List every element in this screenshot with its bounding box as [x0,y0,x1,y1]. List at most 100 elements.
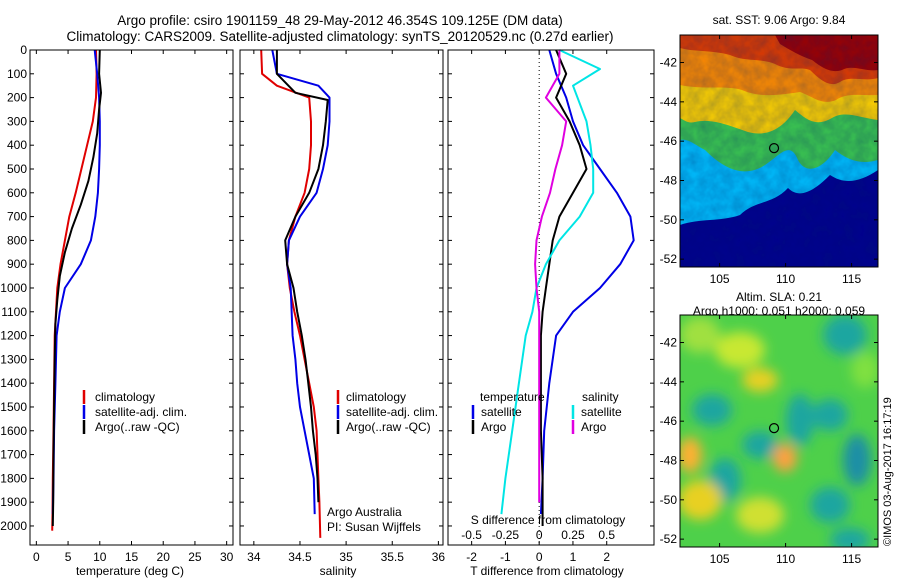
sla-map-ticks: 105 110 115 -42 -44 -46 -48 -50 -52 [660,315,878,566]
y-tick-label: 300 [7,114,27,128]
temperature-legend: climatology satellite-adj. clim. Argo(..… [82,390,187,434]
x-tick-label-salinity: 0 [536,528,543,542]
difference-panel: -2 -1 0 1 2 -0.5 -0.25 0 0.25 0.5 T difference fr… [447,49,655,578]
y-tick-label: 400 [7,138,27,152]
legend-label-argo: Argo(..raw -QC) [95,420,180,434]
series-line-argo [539,49,588,526]
y-tick-label: 1100 [1,305,27,319]
credit-imos: ©IMOS 03-Aug-2017 16:17:19 [882,397,894,546]
sla-map-frame [679,314,879,548]
sst-map-frame [679,34,879,268]
x-tick-label: 35 [339,550,353,564]
x-tick-label: 10 [93,550,107,564]
x-tick-label: -1 [500,550,511,564]
y-tick-label: 100 [7,67,27,81]
salinity-legend: climatology satellite-adj. clim. Argo(..… [336,390,438,434]
sla-map-panel: Altim. SLA: 0.21 Argo h1000: 0.051 h2000… [660,290,879,566]
y-tick-label: 1500 [0,400,27,414]
legend-label-temp-satellite: satellite [481,405,522,419]
legend-label-sal-satellite: satellite [581,405,622,419]
x-tick-label-salinity: 0.25 [561,528,585,542]
y-tick-label: -52 [660,252,678,266]
y-tick-label: 1000 [0,281,27,295]
x-tick-label: 34 [247,550,261,564]
difference-legend: temperature satellite Argo salinity sate… [471,390,622,434]
temperature-axes-frame [29,49,234,546]
sst-heatmap [680,35,878,267]
sst-map-title: sat. SST: 9.06 Argo: 9.84 [713,13,846,27]
difference-series-group [500,49,635,526]
temperature-xlabel: temperature (deg C) [76,564,184,578]
y-tick-label: 900 [7,257,27,271]
legend-label-argo: Argo(..raw -QC) [346,420,431,434]
y-tick-label: 200 [7,91,27,105]
x-tick-label: 20 [157,550,171,564]
y-tick-label: -50 [660,213,678,227]
y-tick-label: 1900 [0,495,27,509]
sla-heatmap [680,315,878,547]
x-tick-label: 1 [570,550,577,564]
y-tick-label: 800 [7,233,27,247]
x-tick-label: 30 [220,550,234,564]
x-tick-label: 34.5 [288,550,312,564]
series-line-argo [51,49,102,527]
y-tick-label: 1400 [0,376,27,390]
sla-argo-position-marker [768,423,780,434]
y-tick-label: 700 [7,210,27,224]
x-tick-label-salinity: 0.5 [598,528,615,542]
x-tick-label: 110 [776,272,795,286]
y-tick-label: 1200 [0,329,27,343]
sla-map-title: Altim. SLA: 0.21 [736,290,822,304]
temperature-series-group [51,49,102,531]
y-tick-label: 500 [7,162,27,176]
y-tick-label: -46 [660,414,678,428]
legend-label-sal-argo: Argo [581,420,607,434]
series-line-satellite [539,49,635,515]
x-tick-label: 36 [432,550,446,564]
x-tick-label: 25 [188,550,202,564]
difference-ticks: -2 -1 0 1 2 -0.5 -0.25 0 0.25 0.5 [448,49,654,564]
series-line-sat_salinity [500,49,601,515]
x-tick-label-salinity: -0.25 [492,528,520,542]
difference-xlabel-temperature: T difference from climatology [470,564,624,578]
y-tick-label: -44 [660,375,678,389]
x-tick-label: 110 [776,552,795,566]
legend-label-climatology: climatology [95,390,155,404]
difference-axes-frame [447,49,655,546]
legend-label-temp-argo: Argo [481,420,507,434]
y-tick-label: -48 [660,173,678,187]
sst-map-ticks: 105 110 115 -42 -44 -46 -48 -50 -52 [660,35,878,286]
temperature-ticks: 0100200300400500600700800900100011001200… [0,43,233,564]
figure-title-line-1: Argo profile: csiro 1901159_48 29-May-20… [117,13,563,28]
y-tick-label: 0 [20,43,27,57]
series-line-argo_salinity [534,50,568,503]
figure-title-line-2: Climatology: CARS2009. Satellite-adjuste… [66,29,614,44]
y-tick-label: -50 [660,493,678,507]
x-tick-label: 0 [33,550,40,564]
salinity-xlabel: salinity [320,564,357,578]
y-tick-label: -46 [660,134,678,148]
legend-label-climatology: climatology [346,390,406,404]
x-tick-label: 105 [710,552,730,566]
legend-label-satellite: satellite-adj. clim. [95,405,187,419]
x-tick-label: 115 [842,552,861,566]
y-tick-label: 1700 [0,448,27,462]
y-tick-label: -42 [660,336,678,350]
y-tick-label: -52 [660,532,678,546]
legend-heading-temperature: temperature [480,390,545,404]
series-line-satellite [271,49,331,515]
x-tick-label: 15 [125,550,139,564]
x-tick-label: -2 [466,550,477,564]
y-tick-label: 1300 [0,352,27,366]
sst-map-panel: sat. SST: 9.06 Argo: 9.84 105 110 115 -42 -4… [660,13,879,286]
credit-argo-australia: Argo Australia [327,505,402,519]
credit-pi: PI: Susan Wijffels [327,520,421,534]
legend-heading-salinity: salinity [582,390,619,404]
temperature-panel: 0100200300400500600700800900100011001200… [0,43,233,578]
y-tick-label: 1800 [0,471,27,485]
y-tick-label: -44 [660,95,678,109]
legend-label-satellite: satellite-adj. clim. [346,405,438,419]
x-tick-label: 5 [65,550,72,564]
y-tick-label: -48 [660,453,678,467]
